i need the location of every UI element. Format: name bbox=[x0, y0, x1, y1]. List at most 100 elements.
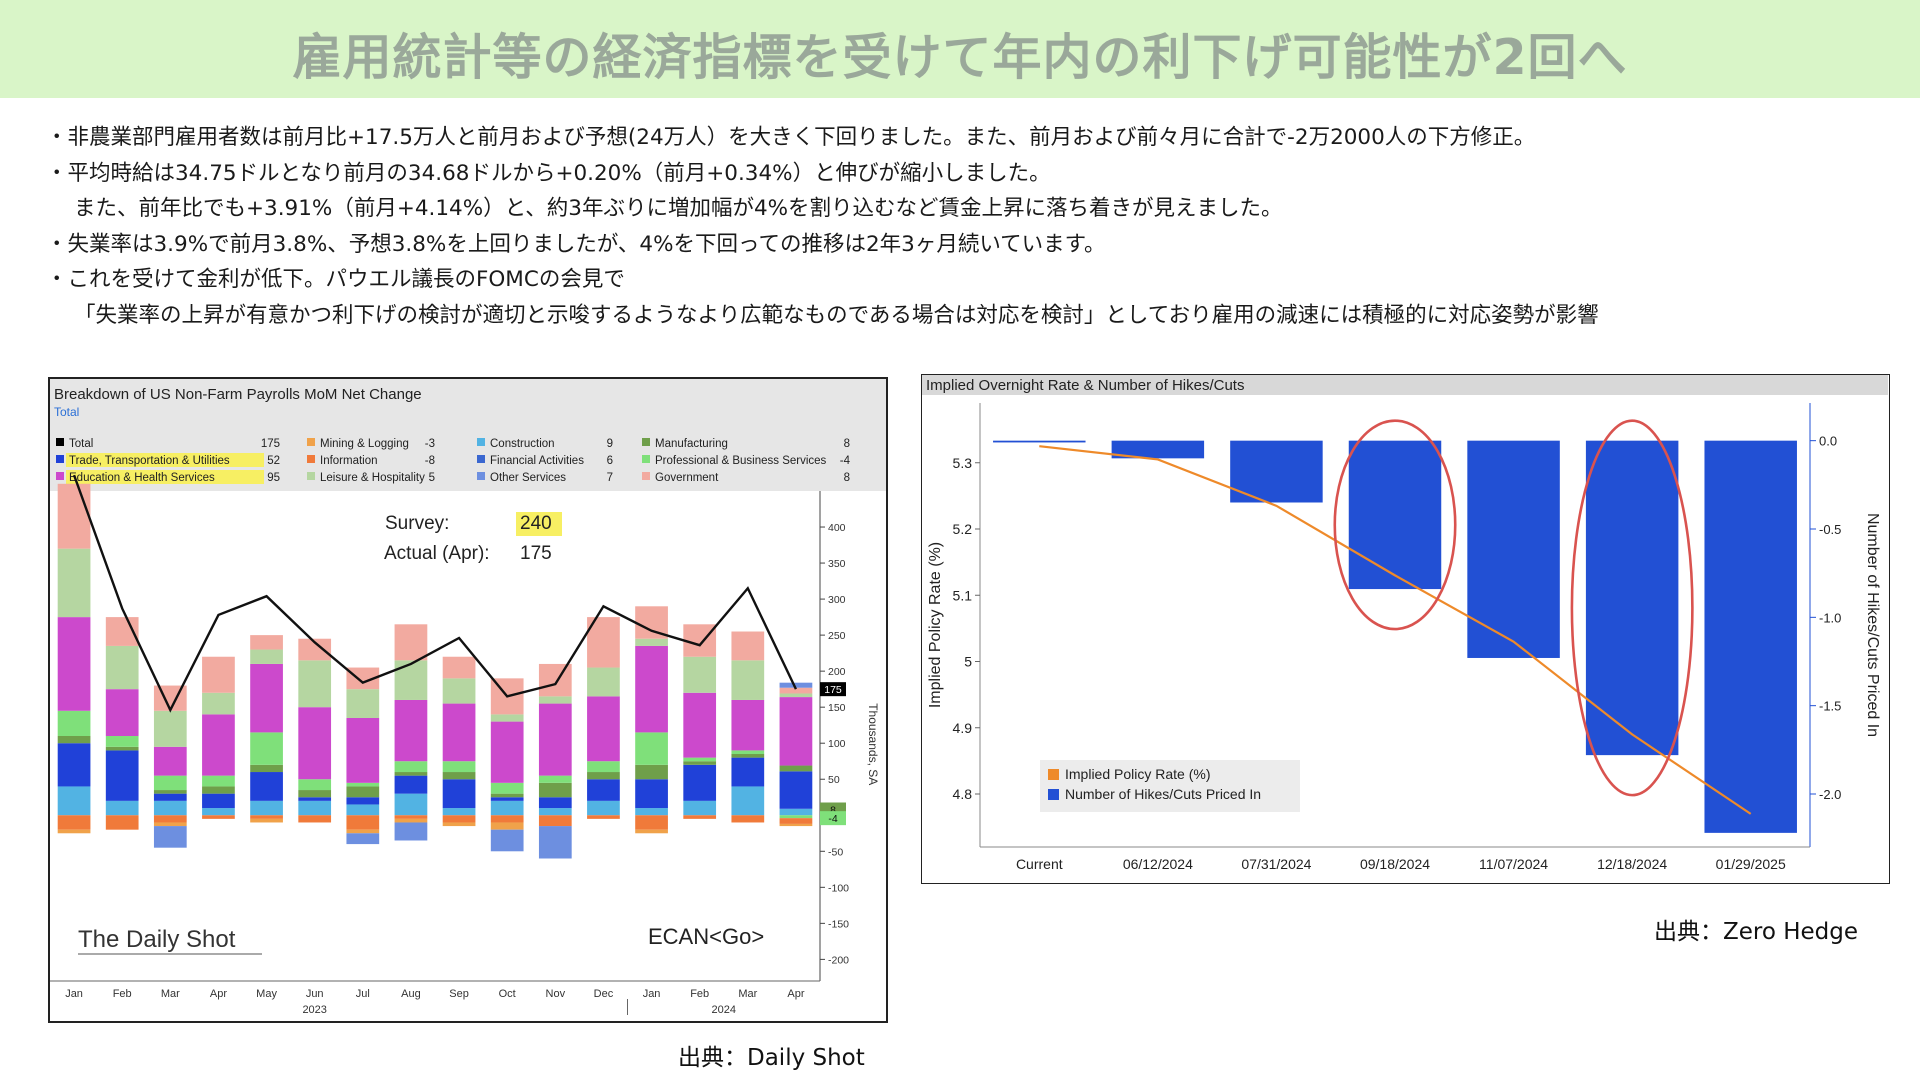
x-tick-label: Aug bbox=[401, 988, 421, 1000]
bar-segment bbox=[105, 746, 139, 751]
hikes-cuts-bar bbox=[1585, 440, 1679, 756]
bar-segment bbox=[683, 624, 717, 657]
bar-segment bbox=[57, 736, 91, 744]
legend-swatch bbox=[56, 438, 64, 446]
bar-segment bbox=[250, 663, 283, 733]
legend-swatch bbox=[477, 438, 485, 446]
bar-segment bbox=[105, 800, 139, 816]
legend-swatch bbox=[477, 455, 485, 463]
bar-segment bbox=[346, 804, 380, 816]
y-tick-label: 150 bbox=[828, 702, 846, 714]
bar-segment bbox=[731, 757, 765, 787]
y-tick-label: -100 bbox=[828, 882, 849, 894]
legend-label: Number of Hikes/Cuts Priced In bbox=[1065, 786, 1261, 802]
bar-segment bbox=[538, 775, 572, 783]
legend-label: Construction bbox=[490, 438, 555, 450]
legend-label: Information bbox=[320, 455, 378, 467]
bar-segment bbox=[683, 764, 717, 801]
bar-segment bbox=[346, 782, 380, 787]
bar-segment bbox=[442, 815, 476, 823]
bullet-wages: ・平均時給は34.75ドルとなり前月の34.68ドルから+0.20%（前月+0.… bbox=[46, 160, 1051, 186]
bar-segment bbox=[250, 635, 283, 650]
legend-swatch bbox=[56, 455, 64, 463]
payrolls-chart-svg: Breakdown of US Non-Farm Payrolls MoM Ne… bbox=[50, 379, 886, 1016]
bar-segment bbox=[587, 779, 620, 801]
bar-segment bbox=[779, 771, 813, 809]
x-tick-label: Feb bbox=[113, 988, 132, 1000]
bar-segment bbox=[683, 656, 717, 693]
bar-segment bbox=[105, 750, 139, 801]
bar-segment bbox=[490, 800, 524, 816]
bar-segment bbox=[442, 808, 476, 816]
bar-segment bbox=[57, 710, 91, 736]
bar-segment bbox=[490, 793, 524, 798]
bar-segment bbox=[153, 790, 187, 794]
legend-value: -8 bbox=[425, 455, 435, 467]
bullet-unemployment: ・失業率は3.9%で前月3.8%、予想3.8%を上回りましたが、4%を下回っての… bbox=[46, 231, 1106, 257]
bar-segment bbox=[250, 815, 283, 819]
bar-segment bbox=[346, 815, 380, 830]
legend-value: 5 bbox=[429, 472, 435, 484]
bar-segment bbox=[731, 660, 765, 700]
bar-segment bbox=[683, 757, 717, 762]
hikes-cuts-bar bbox=[1348, 440, 1442, 590]
y-axis-label: Thousands, SA bbox=[866, 703, 880, 785]
bar-segment bbox=[538, 663, 572, 697]
y-tick-label: 200 bbox=[828, 666, 846, 678]
value-badge bbox=[820, 682, 846, 697]
legend-highlight bbox=[66, 453, 264, 467]
y-tick-label: 300 bbox=[828, 594, 846, 606]
bar-segment bbox=[153, 775, 187, 791]
value-badge bbox=[820, 811, 846, 826]
value-badge-label: -4 bbox=[828, 813, 837, 825]
bar-segment bbox=[394, 822, 428, 841]
bar-segment bbox=[635, 829, 668, 834]
ticker-label: ECAN<Go> bbox=[648, 924, 764, 949]
bar-segment bbox=[250, 764, 283, 773]
bar-segment bbox=[779, 765, 813, 772]
bar-segment bbox=[538, 696, 572, 704]
y-tick-right-label: -1.0 bbox=[1819, 610, 1841, 625]
survey-value: 240 bbox=[520, 513, 552, 534]
bar-segment bbox=[394, 793, 428, 816]
bar-segment bbox=[538, 782, 572, 798]
legend-label: Government bbox=[655, 472, 719, 484]
x-tick-label: Dec bbox=[594, 988, 614, 1000]
bar-segment bbox=[346, 786, 380, 798]
x-tick-label: Apr bbox=[787, 988, 804, 1000]
y-tick-label: 4.9 bbox=[953, 720, 973, 736]
bar-segment bbox=[153, 815, 187, 823]
y-tick-right-label: -2.0 bbox=[1819, 787, 1841, 802]
legend-label: Trade, Transportation & Utilities bbox=[69, 455, 230, 467]
bar-segment bbox=[105, 815, 139, 830]
bar-segment bbox=[731, 754, 765, 758]
y-tick-label: -200 bbox=[828, 954, 849, 966]
bar-segment bbox=[250, 818, 283, 823]
x-tick-label: 07/31/2024 bbox=[1241, 856, 1311, 872]
legend-swatch bbox=[307, 438, 315, 446]
hikes-cuts-bar bbox=[1467, 440, 1560, 658]
bar-segment bbox=[490, 822, 524, 830]
x-tick-label: Feb bbox=[690, 988, 709, 1000]
bar-segment bbox=[394, 818, 428, 823]
survey-highlight bbox=[516, 512, 562, 536]
legend-label: Leisure & Hospitality bbox=[320, 472, 425, 484]
bar-segment bbox=[442, 656, 476, 679]
y-tick-label: 400 bbox=[828, 522, 846, 534]
bar-segment bbox=[490, 714, 524, 722]
legend-label: Professional & Business Services bbox=[655, 455, 827, 467]
legend-label: Implied Policy Rate (%) bbox=[1065, 766, 1211, 782]
bar-segment bbox=[250, 732, 283, 765]
bar-segment bbox=[731, 750, 765, 755]
implied-rate-chart: Implied Overnight Rate & Number of Hikes… bbox=[921, 374, 1890, 884]
source-right: 出典：Zero Hedge bbox=[1654, 919, 1859, 945]
bar-segment bbox=[394, 775, 428, 794]
y-axis-label: Implied Policy Rate (%) bbox=[927, 542, 944, 708]
hikes-cuts-bar bbox=[1111, 440, 1205, 459]
bar-segment bbox=[587, 696, 620, 762]
watermark-logo: The Daily Shot bbox=[78, 926, 236, 953]
bar-segment bbox=[57, 617, 91, 711]
bar-segment bbox=[731, 631, 765, 661]
bar-segment bbox=[202, 793, 235, 809]
bar-segment bbox=[346, 689, 380, 718]
